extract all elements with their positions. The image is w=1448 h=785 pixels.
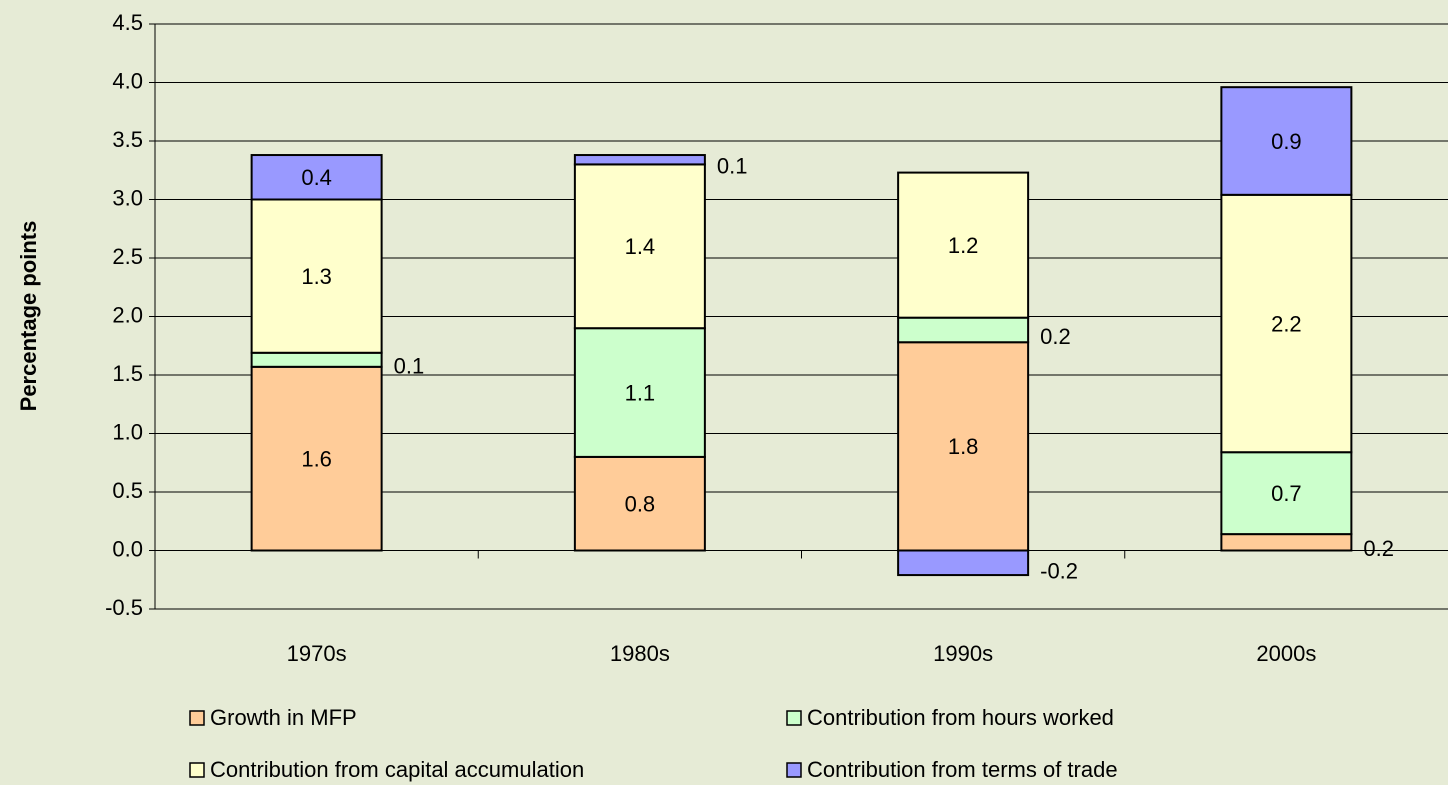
y-tick-label: 3.5 <box>112 127 143 152</box>
bar-segment <box>897 316 1030 344</box>
data-label: 0.9 <box>1271 129 1302 154</box>
data-label: 0.1 <box>394 354 425 379</box>
y-tick-label: 0.0 <box>112 536 143 561</box>
bar-segment <box>573 327 706 458</box>
legend-label: Growth in MFP <box>210 705 357 730</box>
data-label: 1.6 <box>301 446 332 471</box>
data-label: 1.2 <box>948 233 979 258</box>
y-tick-label: 1.5 <box>112 361 143 386</box>
bar-segment <box>897 171 1030 319</box>
data-label: 0.7 <box>1271 481 1302 506</box>
y-tick-label: 4.0 <box>112 68 143 93</box>
bar-segment <box>250 365 383 552</box>
bar-segment <box>1220 193 1353 454</box>
y-axis-label: Percentage points <box>16 221 41 412</box>
data-label: 1.4 <box>625 234 656 259</box>
bar-segment <box>1220 86 1353 196</box>
bar-segment <box>1220 533 1353 552</box>
legend-swatch <box>786 710 802 726</box>
bar-segment <box>250 351 383 368</box>
y-tick-label: 0.5 <box>112 478 143 503</box>
bar-segment <box>573 455 706 552</box>
data-label: 1.1 <box>625 380 656 405</box>
legend-swatch <box>189 762 205 778</box>
data-label: 1.3 <box>301 264 332 289</box>
legend-swatch <box>786 762 802 778</box>
x-tick-label: 1970s <box>287 641 347 666</box>
data-label: 0.2 <box>1040 324 1071 349</box>
data-label: 0.2 <box>1363 536 1394 561</box>
y-tick-label: 1.0 <box>112 419 143 444</box>
y-tick-label: 4.5 <box>112 10 143 35</box>
data-label: 2.2 <box>1271 311 1302 336</box>
x-tick-label: 1980s <box>610 641 670 666</box>
data-label: 1.8 <box>948 434 979 459</box>
legend-label: Contribution from hours worked <box>807 705 1114 730</box>
data-label: 0.1 <box>717 154 748 179</box>
y-tick-label: -0.5 <box>105 595 143 620</box>
legend-label: Contribution from capital accumulation <box>210 757 584 782</box>
bar-segment <box>250 198 383 354</box>
bar-segment <box>573 154 706 166</box>
data-label: 0.4 <box>301 165 332 190</box>
data-label: 0.8 <box>625 492 656 517</box>
bar-segment <box>250 154 383 201</box>
x-tick-label: 1990s <box>933 641 993 666</box>
legend-label: Contribution from terms of trade <box>807 757 1118 782</box>
legend-swatch <box>189 710 205 726</box>
data-label: -0.2 <box>1040 559 1078 584</box>
x-tick-label: 2000s <box>1256 641 1316 666</box>
bar-segment <box>573 163 706 330</box>
y-tick-label: 2.0 <box>112 302 143 327</box>
bar-segment <box>1220 451 1353 536</box>
y-tick-label: 2.5 <box>112 244 143 269</box>
y-tick-label: 3.0 <box>112 185 143 210</box>
bar-segment <box>897 549 1030 577</box>
